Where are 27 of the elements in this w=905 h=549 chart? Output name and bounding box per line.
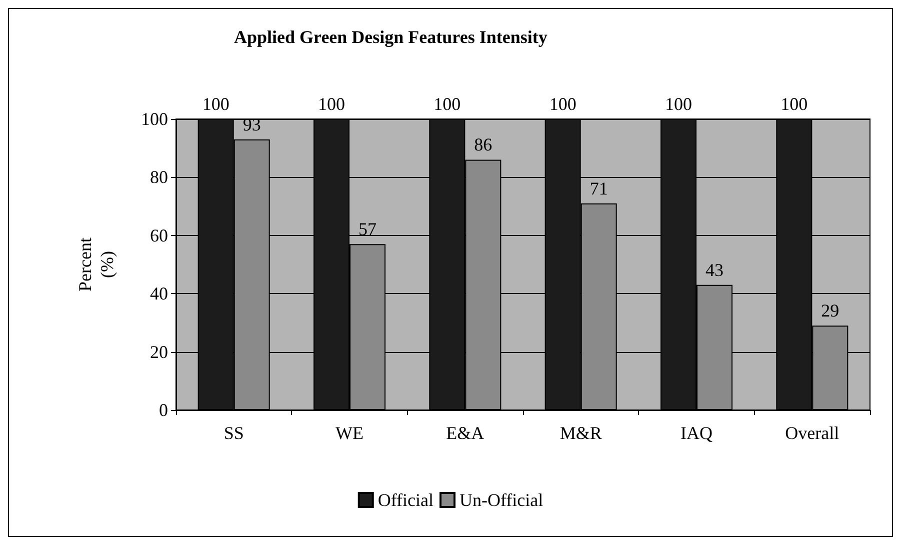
- data-label: 71: [590, 178, 608, 198]
- x-tick-label: M&R: [560, 423, 602, 443]
- y-tick-label: 60: [150, 225, 168, 246]
- data-label: 100: [549, 94, 576, 114]
- x-tick-label: SS: [224, 423, 244, 443]
- data-label: 86: [474, 134, 492, 155]
- y-axis-title: Percent (%): [75, 238, 117, 292]
- x-tick-label: E&A: [446, 423, 484, 443]
- y-tick-label: 0: [159, 400, 168, 420]
- y-tick-label: 40: [150, 284, 168, 304]
- data-label: 100: [780, 94, 808, 114]
- data-label: 29: [821, 300, 840, 321]
- y-tick-label: 100: [141, 109, 168, 129]
- data-label: 100: [202, 94, 230, 114]
- x-tick-label: Overall: [785, 423, 840, 443]
- y-tick-label: 80: [150, 167, 168, 188]
- data-label: 100: [665, 94, 692, 114]
- x-tick-label: IAQ: [680, 423, 712, 443]
- data-label: 100: [318, 94, 345, 114]
- data-label: 43: [706, 260, 724, 280]
- data-label: 100: [434, 94, 461, 114]
- data-label: 57: [358, 219, 376, 240]
- chart-title: Applied Green Design Features Intensity: [234, 27, 548, 47]
- y-tick-label: 20: [150, 342, 168, 362]
- legend-label: Un-Official: [460, 490, 544, 510]
- legend-label: Official: [378, 490, 434, 510]
- x-tick-label: WE: [336, 423, 364, 443]
